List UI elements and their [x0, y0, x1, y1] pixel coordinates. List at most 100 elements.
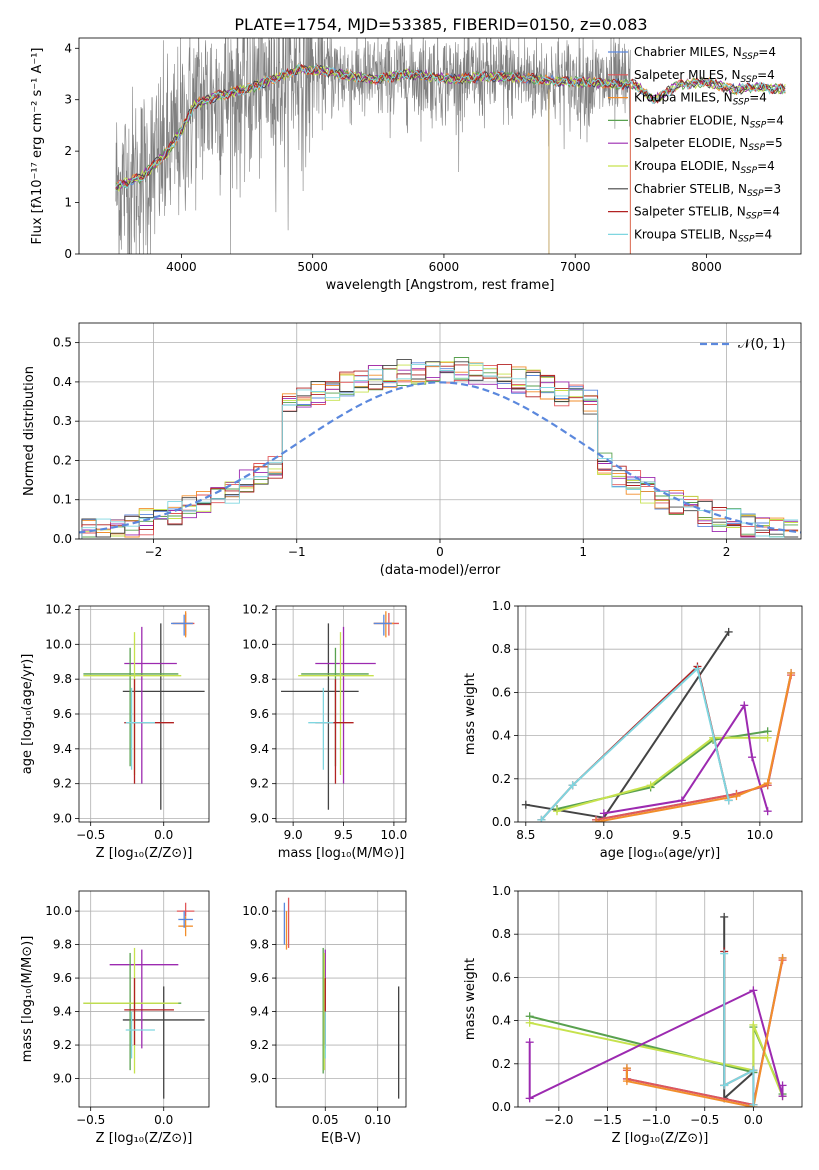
legend-entry-text: Kroupa STELIB, N — [634, 227, 738, 241]
mass-weight-series — [540, 664, 730, 821]
legend-entry: Salpeter MILES, NSSP=4 — [634, 68, 775, 85]
y-axis-label: mass weight — [463, 958, 478, 1040]
y-tick-label: 10.0 — [45, 637, 72, 651]
y-tick-label: 4 — [64, 41, 72, 55]
residual-histogram-step — [81, 363, 799, 539]
x-tick-label: −0.5 — [76, 828, 105, 842]
legend-entry: Kroupa MILES, NSSP=4 — [634, 91, 767, 108]
y-tick-label: 9.2 — [53, 777, 72, 791]
x-tick-label: −0.5 — [76, 1113, 105, 1127]
axes-frame — [78, 322, 802, 540]
y-tick-label: 0.4 — [492, 1014, 511, 1028]
spectrum-plot: 4000 5000 6000 7000 8000 0 1 2 3 4 wavelength [Ang… — [30, 37, 802, 293]
y-tick-label: 9.4 — [53, 1005, 72, 1019]
age-vs-mass-plot: 9.0 9.5 10.0 9.0 9.2 9.4 9.6 9.8 10.0 10.2 mass [l… — [242, 602, 407, 861]
mass-weight-series — [595, 672, 793, 822]
x-axis-label: mass [log₁₀(M/M⊙)] — [278, 846, 405, 861]
x-tick-label: 4000 — [166, 260, 197, 274]
y-tick-label: 9.8 — [250, 938, 269, 952]
x-tick-label: −2 — [145, 545, 163, 559]
x-tick-label: 5000 — [297, 260, 328, 274]
y-tick-label: 0.2 — [53, 453, 72, 467]
legend-entry-value: =3 — [764, 182, 782, 196]
y-tick-label: 9.8 — [53, 938, 72, 952]
mass-weight-series — [723, 953, 755, 1105]
y-axis-label: age [log₁₀(age/yr)] — [20, 654, 35, 775]
plot-area — [115, 38, 786, 254]
figure-title: PLATE=1754, MJD=53385, FIBERID=0150, z=0… — [234, 15, 647, 34]
legend-entry-text: Salpeter STELIB, N — [634, 205, 746, 219]
y-tick-label: 9.6 — [53, 707, 72, 721]
y-tick-label: 9.0 — [53, 812, 72, 826]
y-tick-label: 9.8 — [250, 672, 269, 686]
x-tick-label: 0.10 — [364, 1113, 391, 1127]
legend-entry-subscript: SSP — [733, 98, 750, 108]
y-tick-label: 9.4 — [250, 1005, 269, 1019]
legend-entry-text: Chabrier ELODIE, N — [634, 113, 750, 127]
mass-weight-series — [625, 957, 784, 1107]
legend-entry: Salpeter STELIB, NSSP=4 — [634, 205, 780, 222]
legend-entry-text: Chabrier STELIB, N — [634, 182, 747, 196]
y-tick-label: 0.8 — [492, 642, 511, 656]
mass-weight-series — [556, 736, 768, 813]
plot-area — [283, 897, 400, 1099]
y-tick-label: 0.0 — [53, 532, 72, 546]
x-tick-label: −1 — [288, 545, 306, 559]
x-axis-label: age [log₁₀(age/yr)] — [600, 846, 721, 861]
y-tick-label: 0.8 — [492, 927, 511, 941]
y-tick-label: 1 — [64, 196, 72, 210]
x-tick-label: 2 — [723, 545, 731, 559]
legend-entry-text: Salpeter MILES, N — [634, 68, 741, 82]
plot-area — [281, 611, 399, 810]
x-tick-label: 7000 — [560, 260, 591, 274]
y-tick-label: 9.0 — [250, 1072, 269, 1086]
x-tick-label: 10.0 — [381, 828, 408, 842]
y-tick-label: 9.6 — [53, 971, 72, 985]
legend-entry-text: Kroupa ELODIE, N — [634, 159, 741, 173]
x-axis-label: Z [log₁₀(Z/Z⊙)] — [96, 1131, 193, 1146]
legend-entry-value: =4 — [766, 113, 784, 127]
axes-frame — [78, 890, 210, 1108]
y-tick-label: 9.4 — [250, 742, 269, 756]
x-tick-label: 9.0 — [594, 828, 613, 842]
legend-entry-value: =4 — [757, 159, 775, 173]
y-tick-label: 0.1 — [53, 493, 72, 507]
legend-entry: Chabrier MILES, NSSP=4 — [634, 45, 776, 62]
x-tick-label: 1 — [579, 545, 587, 559]
x-axis-label: E(B-V) — [321, 1131, 361, 1146]
x-tick-label: 0.05 — [312, 1113, 339, 1127]
legend-entry-subscript: SSP — [738, 234, 755, 244]
legend-entry-text: Chabrier MILES, N — [634, 45, 742, 59]
mass-vs-metallicity-plot: −0.5 0.0 9.0 9.2 9.4 9.6 9.8 10.0 Z [log₁₀(Z/Z⊙)… — [20, 890, 210, 1146]
legend-entry-value: =4 — [754, 227, 772, 241]
x-axis-label: (data-model)/error — [380, 563, 501, 578]
age-vs-metallicity-plot: −0.5 0.0 9.0 9.2 9.4 9.6 9.8 10.0 10.2 Z [log₁₀(Z… — [20, 602, 210, 861]
legend-entry-value: =5 — [765, 136, 783, 150]
x-tick-label: 0.0 — [154, 828, 173, 842]
x-tick-label: 8.5 — [516, 828, 535, 842]
residual-histogram-plot: −2 −1 0 1 2 0.0 0.1 0.2 0.3 0.4 0.5 (data-model)/er… — [22, 322, 802, 578]
axes-frame — [275, 605, 407, 823]
y-tick-label: 0.3 — [53, 414, 72, 428]
plot-area — [83, 611, 205, 810]
legend-entry-subscript: SSP — [746, 212, 763, 222]
x-tick-label: 10.0 — [747, 828, 774, 842]
x-tick-label: 0.0 — [154, 1113, 173, 1127]
axes-frame — [78, 605, 210, 823]
legend-entry-subscript: SSP — [747, 189, 764, 199]
weight-vs-age-plot: 8.5 9.0 9.5 10.0 0.0 0.2 0.4 0.6 0.8 1.0 age [log₁… — [463, 599, 803, 861]
legend-entry-value: =4 — [749, 91, 767, 105]
y-tick-label: 9.8 — [53, 672, 72, 686]
legend-entry: Kroupa STELIB, NSSP=4 — [634, 227, 772, 244]
legend-entry: 𝒩(0, 1) — [738, 337, 785, 352]
y-tick-label: 10.0 — [242, 637, 269, 651]
normal-curve — [79, 381, 801, 534]
legend-entry: Kroupa ELODIE, NSSP=4 — [634, 159, 775, 176]
y-axis-label: Normed distribution — [22, 366, 37, 496]
legend-entry-subscript: SSP — [741, 75, 758, 85]
legend-entry: Chabrier STELIB, NSSP=3 — [634, 182, 781, 199]
y-axis-label: mass weight — [463, 673, 478, 755]
model-spectrum — [115, 63, 786, 190]
y-tick-label: 0.0 — [492, 815, 511, 829]
